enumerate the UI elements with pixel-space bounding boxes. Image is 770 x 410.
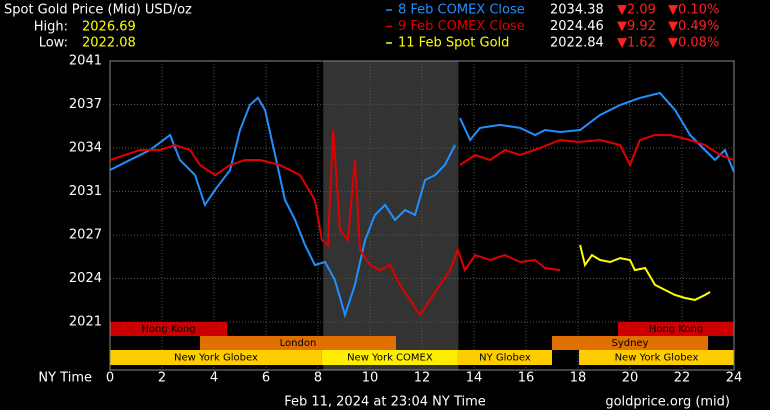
x-tick-label: 8 [314,371,322,386]
session-bar [199,336,396,350]
y-tick-label: 2041 [69,54,102,69]
x-tick-label: 2 [158,371,166,386]
x-tick-label: 22 [674,371,691,386]
legend-change: ▼2.09 [617,3,656,18]
session-label: Sydney [611,338,648,349]
x-tick-label: 0 [106,371,114,386]
x-tick-label: 24 [726,371,743,386]
legend-close: 2022.84 [550,36,604,51]
series-line [109,91,735,319]
y-tick-label: 2024 [69,271,102,286]
y-tick-label: 2037 [69,97,102,112]
footer: Feb 11, 2024 at 23:04 NY Time [284,395,486,410]
session-bar [579,350,734,365]
x-tick-label: 4 [210,371,218,386]
legend-close: 2034.38 [550,3,604,18]
session-label: Hong Kong [649,324,703,335]
session-bar [457,350,552,365]
y-tick-label: 2027 [69,227,102,242]
plot-border [109,60,735,371]
x-tick-label: 12 [414,371,431,386]
series-line [579,244,711,301]
x-tick-label: 20 [622,371,639,386]
high-label: High: [34,20,68,35]
high-value: 2026.69 [82,20,136,35]
session-label: London [280,338,317,349]
y-tick-label: 2034 [69,141,102,156]
legend-change-pct: ▼0.49% [668,19,719,34]
y-tick-label: 2031 [69,184,102,199]
legend-name: 8 Feb COMEX Close [398,3,525,18]
shaded-region [323,61,459,370]
y-tick-label: 2021 [69,315,102,330]
session-label: Hong Kong [141,324,195,335]
session-bar [618,322,734,336]
x-axis-label: NY Time [38,371,92,386]
x-tick-label: 14 [466,371,483,386]
legend-close: 2024.46 [550,19,604,34]
chart-title: Spot Gold Price (Mid) USD/oz [4,3,192,18]
session-label: NY Globex [479,353,531,364]
session-bar [552,336,708,350]
x-tick-label: 6 [262,371,270,386]
source: goldprice.org (mid) [605,395,730,410]
session-bar [321,350,458,365]
session-label: New York Globex [615,353,699,364]
legend-change-pct: ▼0.10% [668,3,719,18]
legend-change: ▼9.92 [617,19,656,34]
x-tick-label: 10 [362,371,379,386]
low-value: 2022.08 [82,36,136,51]
series-line [109,129,735,317]
x-tick-label: 16 [518,371,535,386]
legend-change: ▼1.62 [617,36,656,51]
session-label: New York Globex [174,353,258,364]
session-bar [110,322,227,336]
session-bar [110,350,322,365]
x-tick-label: 18 [570,371,587,386]
legend-name: 9 Feb COMEX Close [398,19,525,34]
legend-name: 11 Feb Spot Gold [398,36,509,51]
low-label: Low: [39,36,68,51]
legend-change-pct: ▼0.08% [668,36,719,51]
session-label: New York COMEX [347,353,433,364]
